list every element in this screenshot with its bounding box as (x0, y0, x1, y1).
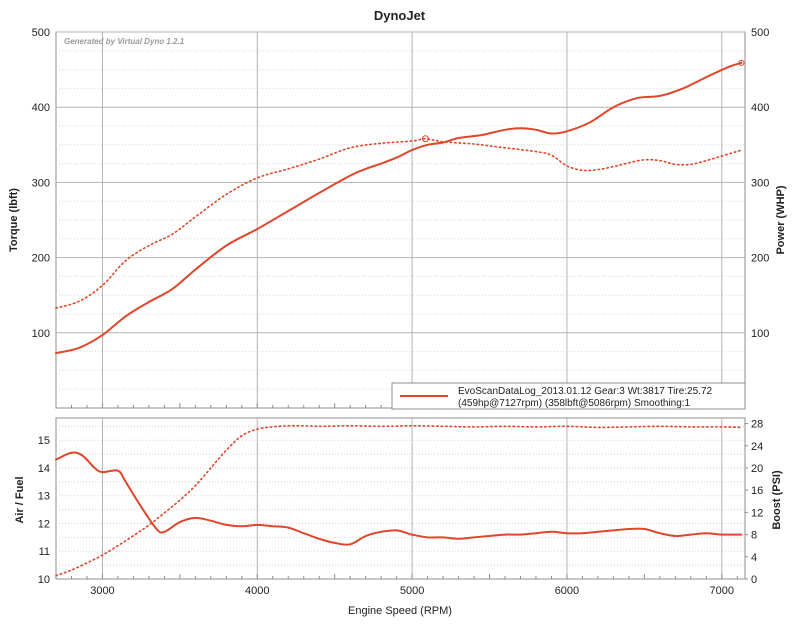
peak-power-marker (738, 59, 745, 66)
lower-series-group (55, 424, 743, 577)
torque-tick-label: 500 (32, 27, 50, 39)
afr-axis-label: Air / Fuel (14, 476, 26, 523)
boost-tick-label: 4 (751, 552, 757, 564)
power-tick-label: 100 (751, 328, 769, 340)
lower-grid (56, 418, 748, 580)
boost-tick-label: 20 (751, 463, 763, 475)
peak-torque-marker (421, 135, 429, 143)
boost-tick-label: 12 (751, 507, 763, 519)
rpm-axis-label: Engine Speed (RPM) (348, 605, 452, 617)
rpm-tick-label: 5000 (400, 585, 424, 597)
upper-series-group (55, 59, 745, 355)
torque-power-panel: Generated by Virtual Dyno 1.2.1 100 200 30… (8, 27, 787, 410)
boost-tick-label: 8 (751, 530, 757, 542)
rpm-tick-label: 6000 (555, 585, 579, 597)
rpm-tick-label: 7000 (710, 585, 734, 597)
boost-curve (55, 424, 743, 577)
afr-tick-label: 14 (38, 463, 50, 475)
afr-tick-label: 12 (38, 518, 50, 530)
legend-box: EvoScanDataLog_2013.01.12 Gear:3 Wt:3817… (391, 382, 746, 410)
legend-line-1: EvoScanDataLog_2013.01.12 Gear:3 Wt:3817… (458, 386, 713, 397)
boost-tick-label: 0 (751, 574, 757, 586)
lower-plot-area (55, 417, 746, 580)
power-tick-label: 300 (751, 177, 769, 189)
power-curve (55, 61, 743, 355)
power-tick-label: 200 (751, 253, 769, 265)
torque-tick-label: 200 (32, 253, 50, 265)
torque-tick-label: 400 (32, 102, 50, 114)
legend-line-2: (459hp@7127rpm) (358lbft@5086rpm) Smooth… (458, 398, 691, 409)
lower-tick-labels: 10 11 12 13 14 15 0 4 8 12 16 20 24 28 3000 4000 5000 600… (38, 419, 764, 597)
rpm-tick-label: 4000 (245, 585, 269, 597)
torque-tick-label: 100 (32, 328, 50, 340)
boost-tick-label: 28 (751, 419, 763, 431)
torque-tick-label: 300 (32, 177, 50, 189)
power-tick-label: 500 (751, 27, 769, 39)
boost-tick-label: 16 (751, 485, 763, 497)
afr-boost-panel: 10 11 12 13 14 15 0 4 8 12 16 20 24 28 3000 4000 5000 600… (14, 417, 783, 617)
torque-axis-label: Torque (lbft) (8, 188, 20, 252)
power-tick-label: 400 (751, 102, 769, 114)
afr-tick-label: 13 (38, 491, 50, 503)
boost-tick-label: 24 (751, 441, 763, 453)
afr-tick-label: 15 (38, 435, 50, 447)
afr-curve (55, 451, 743, 546)
afr-tick-label: 10 (38, 574, 50, 586)
upper-grid (56, 31, 745, 408)
chart-title: DynoJet (374, 8, 426, 23)
afr-tick-label: 11 (39, 546, 50, 558)
upper-tick-labels: 100 200 300 400 500 100 200 300 400 500 (32, 27, 770, 340)
rpm-tick-label: 3000 (90, 585, 114, 597)
boost-axis-label: Boost (PSI) (771, 470, 783, 530)
generator-watermark: Generated by Virtual Dyno 1.2.1 (64, 37, 185, 46)
power-axis-label: Power (WHP) (775, 185, 787, 254)
